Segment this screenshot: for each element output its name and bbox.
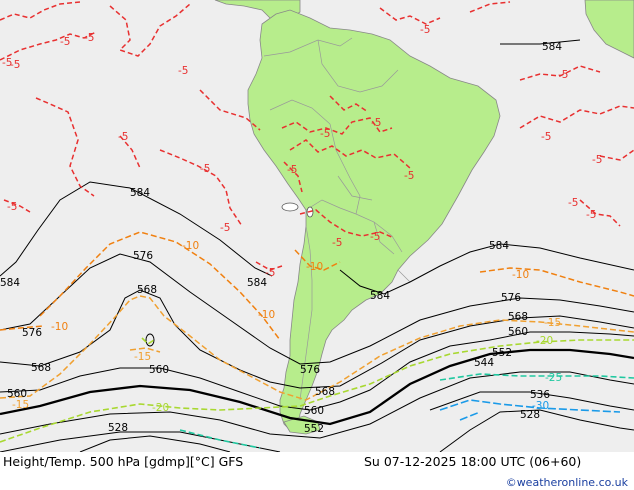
temp-contours-minus25 — [179, 373, 634, 449]
temp-label: -5 — [332, 237, 342, 249]
credit-link[interactable]: ©weatheronline.co.uk — [505, 476, 628, 489]
africa-land — [584, 0, 634, 59]
south-america-land — [247, 9, 501, 431]
map-canvas: 584 584 584 584 584 584 576 576 576 576 … — [0, 0, 634, 452]
height-label: 568 — [508, 311, 528, 323]
height-label: 576 — [133, 250, 153, 262]
height-label: 528 — [108, 422, 128, 434]
temp-label: -5 — [200, 163, 210, 175]
height-label: 560 — [7, 388, 27, 400]
temp-label: -5 — [84, 32, 94, 44]
weather-map: 584 584 584 584 584 584 576 576 576 576 … — [0, 0, 634, 452]
height-label: 576 — [22, 327, 42, 339]
height-label: 568 — [31, 362, 51, 374]
contour-584-west — [0, 181, 273, 277]
temp-label: -30 — [532, 400, 549, 412]
height-label: 560 — [149, 364, 169, 376]
temp-label: -5 — [370, 231, 380, 243]
temp-label: -10 — [51, 321, 68, 333]
height-label: 584 — [130, 187, 150, 199]
temp-label: -5 — [568, 197, 578, 209]
contour-584-north — [500, 39, 581, 45]
closed-low-contour — [145, 333, 155, 347]
temp-contours-minus10 — [0, 231, 634, 341]
temp-label: -5 — [592, 154, 602, 166]
height-label: 584 — [0, 277, 20, 289]
contour-552-bold — [0, 348, 634, 426]
height-label: 568 — [315, 386, 335, 398]
temp-contours-minus5 — [0, 1, 634, 271]
temp-label: -10 — [182, 240, 199, 252]
temp-label: -5 — [320, 128, 330, 140]
country-borders — [263, 37, 411, 401]
height-label: 560 — [304, 405, 324, 417]
temp-label: -15 — [134, 351, 151, 363]
height-label: 584 — [247, 277, 267, 289]
height-label: 584 — [370, 290, 390, 302]
temp-label: -5 — [541, 131, 551, 143]
temp-label: -15 — [544, 317, 561, 329]
temp-contours-minus20 — [0, 337, 634, 443]
temp-label: -20 — [536, 335, 553, 347]
temp-label: -5 — [60, 36, 70, 48]
temp-label: -5 — [558, 69, 568, 81]
height-label: 552 — [492, 347, 512, 359]
height-label: 576 — [501, 292, 521, 304]
height-label: 576 — [300, 364, 320, 376]
temp-label: -10 — [512, 269, 529, 281]
height-contours — [0, 39, 634, 452]
temp-label: -10 — [306, 261, 323, 273]
temp-label: -5 — [2, 57, 12, 69]
temp-label: -5 — [178, 65, 188, 77]
height-label: 528 — [520, 409, 540, 421]
temp-label: -5 — [586, 209, 596, 221]
temp-label: -5 — [265, 267, 275, 279]
contour-544 — [0, 371, 634, 439]
height-label: 536 — [530, 389, 550, 401]
contour-568 — [0, 289, 634, 389]
temp-contours-minus30 — [439, 399, 621, 421]
height-label: 584 — [489, 240, 509, 252]
temp-label: -15 — [12, 399, 29, 411]
temp-label: -5 — [287, 164, 297, 176]
temperature-labels: -5 -5 -5 -5 -5 -5 -5 -5 -5 -5 -5 -5 -5 -… — [2, 24, 602, 414]
temp-contours-minus15 — [0, 295, 634, 401]
height-label: 552 — [304, 423, 324, 435]
temp-label: -5 — [420, 24, 430, 36]
contour-560 — [0, 331, 634, 411]
lake-titicaca — [281, 202, 299, 212]
land — [214, 0, 634, 435]
contour-584-argentina — [339, 243, 634, 295]
temp-label: -5 — [371, 117, 381, 129]
contour-528 — [439, 409, 634, 452]
map-title: Height/Temp. 500 hPa [gdmp][°C] GFS — [3, 454, 244, 469]
contour-576 — [0, 253, 634, 365]
temp-label: -25 — [545, 372, 562, 384]
temp-label: -5 — [10, 59, 20, 71]
temp-label: -5 — [220, 222, 230, 234]
temp-label: -10 — [258, 309, 275, 321]
temp-label: -5 — [404, 170, 414, 182]
temp-label: -5 — [7, 201, 17, 213]
temp-label: -20 — [152, 402, 169, 414]
height-label: 584 — [542, 41, 562, 53]
valid-time: Su 07-12-2025 18:00 UTC (06+60) — [364, 454, 582, 469]
temp-label: -5 — [118, 131, 128, 143]
contour-536-east — [429, 391, 634, 411]
height-label: 568 — [137, 284, 157, 296]
height-label: 544 — [474, 357, 494, 369]
height-label: 560 — [508, 326, 528, 338]
contour-528-west — [79, 435, 231, 452]
map-footer: Height/Temp. 500 hPa [gdmp][°C] GFS Su 0… — [0, 452, 634, 490]
height-labels: 584 584 584 584 584 584 576 576 576 576 … — [0, 41, 562, 435]
